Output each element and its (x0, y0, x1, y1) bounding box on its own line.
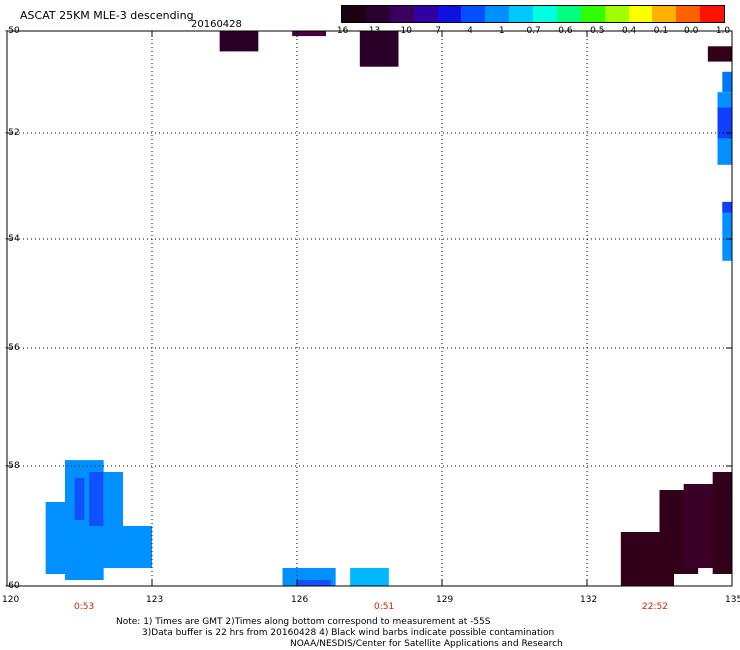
map-frame (6, 30, 733, 587)
lat-label-58: -58 (5, 461, 20, 471)
wind-cell (722, 71, 732, 93)
wind-cell (292, 31, 326, 37)
wind-cell (717, 107, 732, 139)
colorbar-swatch (342, 6, 366, 22)
wind-cell (89, 472, 104, 526)
chart-date: 20160428 (191, 19, 242, 30)
colorbar-swatch (580, 6, 605, 22)
chart-title: ASCAT 25KM MLE-3 descending (20, 9, 194, 22)
lon-label-123: 123 (146, 595, 164, 605)
note-line-2: 3)Data buffer is 22 hrs from 20160428 4)… (142, 628, 555, 638)
time-label-3: 22:52 (642, 602, 668, 612)
wind-cell (359, 31, 399, 67)
lat-label-50: -50 (5, 26, 20, 36)
colorbar-swatch (389, 6, 414, 22)
colorbar-swatch (461, 6, 486, 22)
wind-cell (297, 580, 331, 586)
colorbar-swatch (700, 6, 724, 22)
wind-cell (712, 472, 732, 574)
lon-label-132: 132 (580, 595, 598, 605)
wind-cell (722, 201, 732, 213)
lon-label-126: 126 (291, 595, 309, 605)
time-label-2: 0:51 (374, 602, 395, 612)
colorbar-swatch (413, 6, 438, 22)
colorbar-swatch (556, 6, 581, 22)
lon-label-135: 135 (725, 595, 740, 605)
wind-cell (98, 526, 152, 568)
colorbar-swatch (604, 6, 629, 22)
lat-label-56: -56 (5, 343, 20, 353)
wind-cell (219, 31, 259, 52)
lon-label-129: 129 (436, 595, 454, 605)
colorbar (341, 5, 725, 23)
colorbar-swatch (437, 6, 462, 22)
note-line-3: NOAA/NESDIS/Center for Satellite Applica… (290, 639, 563, 649)
colorbar-swatch (485, 6, 510, 22)
lat-label-60: -60 (5, 581, 20, 591)
colorbar-swatch (628, 6, 653, 22)
wind-cell (74, 478, 85, 520)
wind-cell (722, 201, 732, 261)
colorbar-swatch (509, 6, 533, 22)
colorbar-swatch (676, 6, 701, 22)
wind-cell (350, 568, 389, 586)
colorbar-swatch (652, 6, 677, 22)
lat-label-54: -54 (5, 234, 20, 244)
colorbar-swatch (533, 6, 557, 22)
lon-label-120: 120 (2, 595, 20, 605)
note-line-1: Note: 1) Times are GMT 2)Times along bot… (116, 617, 491, 627)
colorbar-swatch (365, 6, 390, 22)
lat-label-52: -52 (5, 128, 20, 138)
wind-cell (707, 46, 732, 62)
time-label-1: 0:53 (74, 602, 95, 612)
